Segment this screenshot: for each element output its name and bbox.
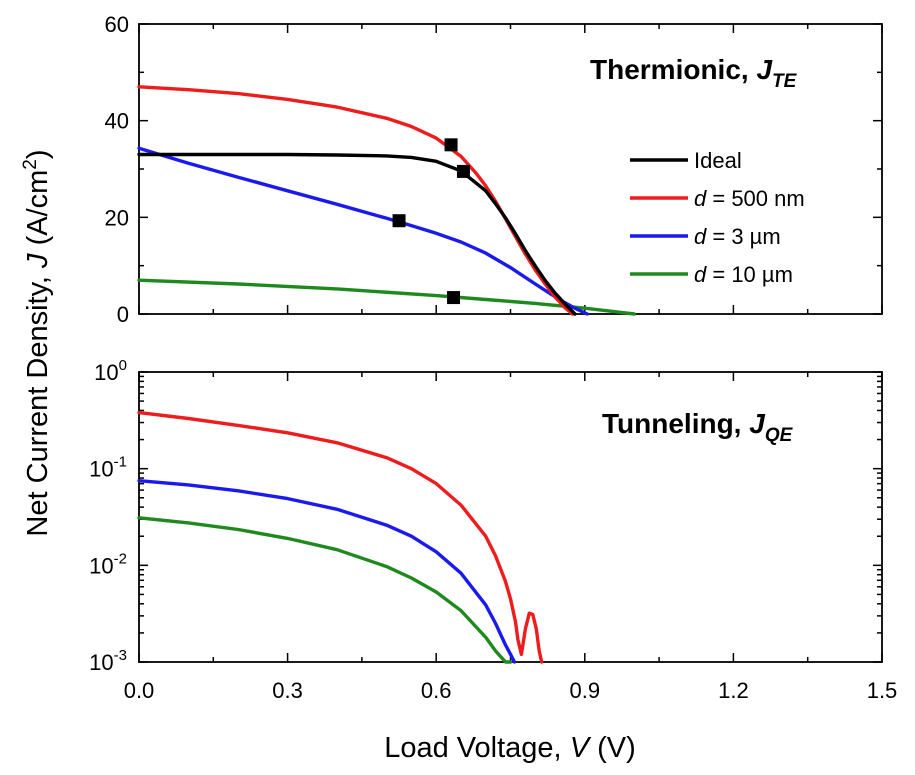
y-tick-label: 20 xyxy=(105,205,129,230)
x-tick-label: 0.3 xyxy=(272,678,303,703)
x-tick-label: 1.5 xyxy=(867,678,898,703)
max-power-marker-2 xyxy=(444,138,458,152)
thermionic-panel-title: Thermionic, JTE xyxy=(590,54,798,92)
max-power-marker-1 xyxy=(456,164,470,178)
tunneling-panel-title: Tunneling, JQE xyxy=(602,408,794,446)
legend-label-3: d = 3 µm xyxy=(694,224,781,249)
series-line-1 xyxy=(137,410,544,664)
y-tick-label: 10-2 xyxy=(89,550,127,578)
series-line-2 xyxy=(137,85,575,316)
max-power-marker-3 xyxy=(392,214,406,228)
y-tick-label: 10-3 xyxy=(89,647,127,675)
series-line-4 xyxy=(137,278,636,316)
y-tick-label: 0 xyxy=(117,302,129,327)
series-line-2 xyxy=(137,479,517,664)
legend-label-2: d = 500 nm xyxy=(694,186,805,211)
x-tick-label: 1.2 xyxy=(718,678,749,703)
thermionic-panel: 0 20 40 60 Thermionic, JTE Ideal d = 500 nm d… xyxy=(105,12,883,327)
legend-label-1: Ideal xyxy=(694,148,742,173)
series-line-1 xyxy=(137,152,577,316)
y-axis-title: Net Current Density, J (A/cm2) xyxy=(20,149,54,536)
y-tick-label: 100 xyxy=(94,357,127,385)
x-tick-label: 0.9 xyxy=(570,678,601,703)
series-line-3 xyxy=(137,516,513,664)
x-tick-label: 0.0 xyxy=(124,678,155,703)
y-tick-label: 10-1 xyxy=(89,454,127,482)
legend-label-4: d = 10 µm xyxy=(694,262,793,287)
tunneling-panel: 0.0 0.3 0.6 0.9 1.2 1.5 100 10-1 10-2 10-3 Tunnel… xyxy=(89,357,897,703)
x-axis-title: Load Voltage, V (V) xyxy=(384,732,636,764)
y-tick-label: 60 xyxy=(105,12,129,37)
max-power-marker-4 xyxy=(447,291,461,305)
bottom-plot-frame xyxy=(138,371,883,663)
legend: Ideal d = 500 nm d = 3 µm d = 10 µm xyxy=(630,148,805,287)
y-tick-label: 40 xyxy=(105,109,129,134)
x-tick-label: 0.6 xyxy=(421,678,452,703)
